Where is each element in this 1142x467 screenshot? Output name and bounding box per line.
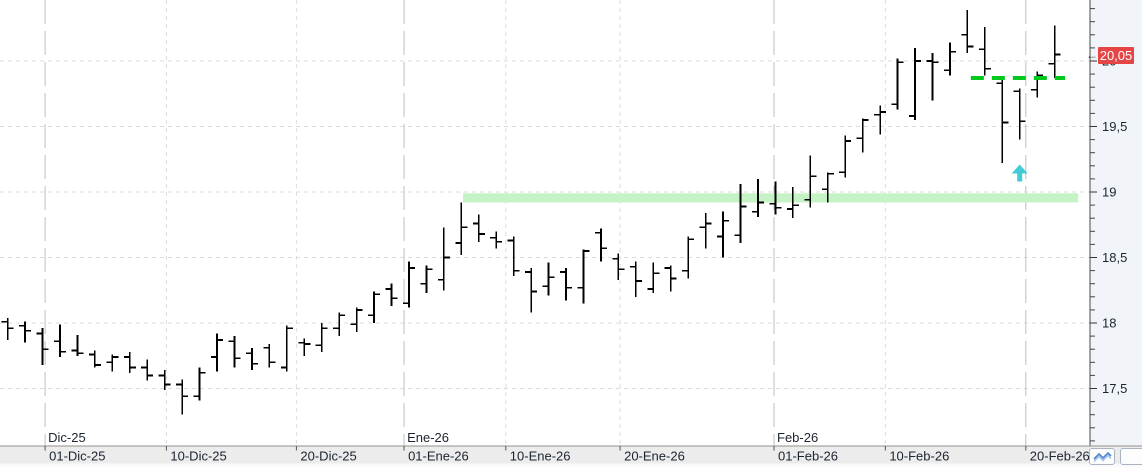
x-axis-date-label: 10-Ene-26 bbox=[510, 449, 571, 464]
x-axis-date-label: 01-Ene-26 bbox=[408, 449, 469, 464]
line-chart-zigzag-icon bbox=[1093, 451, 1112, 462]
y-axis-label: 17,5 bbox=[1102, 381, 1127, 396]
x-axis-date-label: 10-Feb-26 bbox=[889, 449, 949, 464]
ohlc-bars bbox=[1, 9, 1061, 415]
last-price-badge: 20,05 bbox=[1098, 47, 1134, 64]
horizontal-gridlines bbox=[0, 60, 1090, 389]
vertical-gridlines bbox=[44, 0, 1027, 446]
x-axis-date-label: 20-Dic-25 bbox=[300, 449, 356, 464]
month-label: Feb-26 bbox=[777, 430, 818, 445]
x-axis-date-label: 20-Ene-26 bbox=[624, 449, 685, 464]
x-axis-date-label: 20-Feb-26 bbox=[1030, 449, 1090, 464]
y-axis-label: 18 bbox=[1102, 316, 1116, 331]
y-axis-label: 19 bbox=[1102, 185, 1116, 200]
chart-mode-button[interactable] bbox=[1089, 448, 1115, 465]
month-label: Dic-25 bbox=[48, 430, 86, 445]
x-axis-date-label: 10-Dic-25 bbox=[170, 449, 226, 464]
x-axis-date-label: 01-Dic-25 bbox=[49, 449, 105, 464]
y-axis-label: 19,5 bbox=[1102, 119, 1127, 134]
secondary-corner-button[interactable] bbox=[1120, 448, 1142, 465]
x-axis-date-label: 01-Feb-26 bbox=[778, 449, 838, 464]
y-axis-label: 18,5 bbox=[1102, 250, 1127, 265]
x-axis[interactable]: 01-Dic-25 10-Dic-25 20-Dic-25 01-Ene-26 10-E… bbox=[0, 445, 1142, 467]
price-pointer-arrow-icon: ← bbox=[1086, 47, 1098, 62]
month-label: Ene-26 bbox=[407, 430, 449, 445]
support-band bbox=[463, 193, 1079, 203]
buy-signal-arrow bbox=[1011, 164, 1028, 182]
